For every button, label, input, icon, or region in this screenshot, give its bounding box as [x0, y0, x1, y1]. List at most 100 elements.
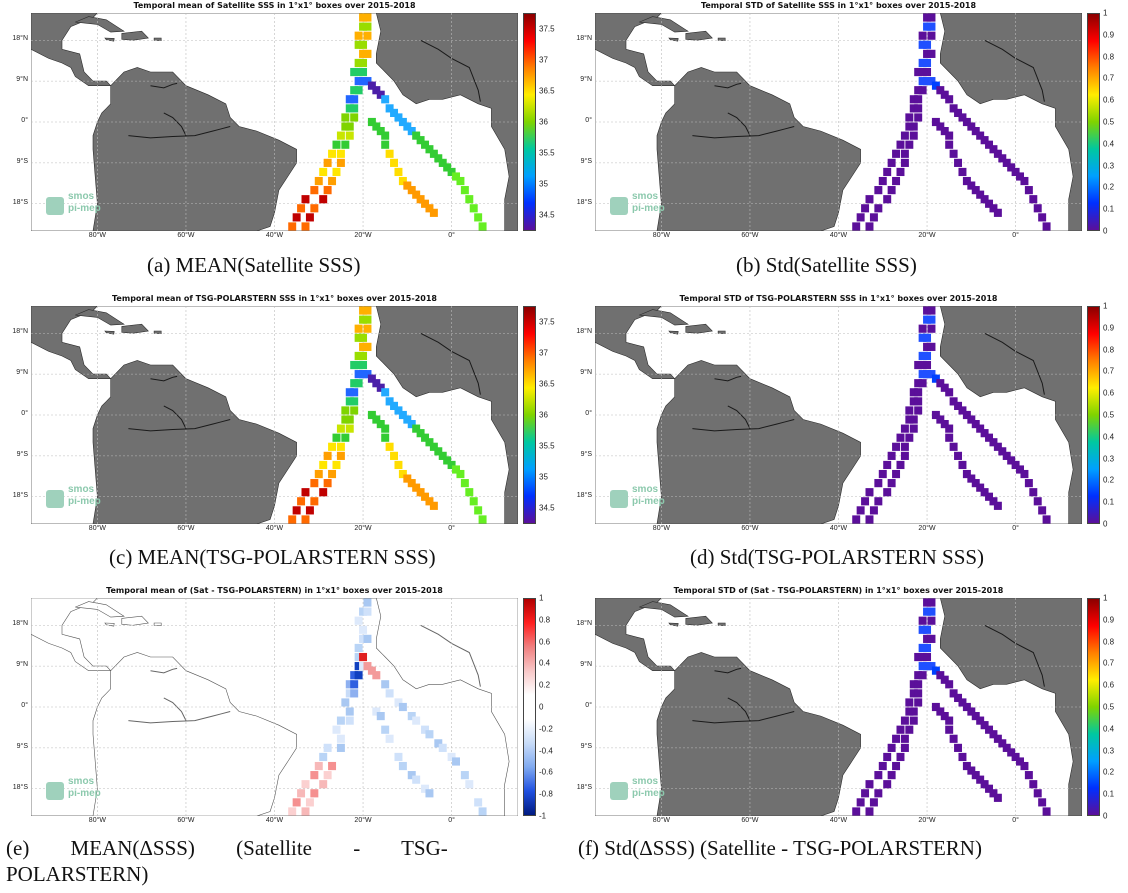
track-cell: [425, 730, 434, 739]
track-cell: [359, 370, 368, 379]
track-cell: [909, 415, 918, 424]
river: [984, 332, 1045, 395]
track-cell: [883, 167, 892, 177]
track-cell: [971, 771, 980, 780]
track-cell: [914, 67, 923, 77]
track-cell: [1038, 213, 1047, 222]
colorbar-tick-label: 0.2: [1103, 182, 1115, 192]
track-cell: [896, 752, 905, 762]
track-cell: [350, 104, 359, 113]
logo-text-bottom: pi-mep: [632, 203, 665, 214]
track-cell: [394, 698, 403, 707]
track-cell: [909, 397, 918, 406]
smos-pimep-logo: smos pi-mep: [610, 482, 680, 516]
track-cell: [927, 342, 936, 351]
track-cell: [323, 158, 332, 167]
map-canvas: [595, 13, 1082, 231]
panel-b: Temporal STD of Satellite SSS in 1°x1° b…: [564, 1, 1124, 248]
lon-label: 60°W: [177, 232, 195, 239]
colorbar-tick-label: 0.8: [1103, 52, 1115, 62]
track-cell: [301, 488, 310, 497]
colorbar: [523, 13, 536, 231]
river: [128, 419, 231, 432]
logo-text-top: smos: [68, 191, 95, 202]
track-cell: [918, 662, 927, 671]
track-cell: [909, 131, 918, 140]
track-cell: [927, 607, 936, 616]
track-cell: [918, 652, 927, 662]
river: [150, 82, 178, 89]
river: [163, 697, 187, 721]
track-cell: [892, 176, 901, 186]
landmass: [121, 323, 149, 334]
landmass: [375, 306, 518, 524]
track-cell: [1016, 757, 1025, 766]
colorbar-tick-label: 0.3: [1103, 454, 1115, 464]
track-cell: [452, 465, 461, 474]
track-cell: [905, 433, 914, 442]
track-cell: [958, 752, 967, 762]
panel-title: Temporal STD of TSG-POLARSTERN SSS in 1°…: [679, 294, 998, 303]
landmass: [121, 30, 149, 41]
track-cell: [350, 95, 359, 104]
track-cell: [354, 58, 363, 68]
track-cell: [905, 406, 914, 415]
track-cell: [345, 122, 354, 131]
track-cell: [354, 616, 363, 625]
track-cell: [900, 743, 909, 752]
track-cell: [323, 186, 332, 195]
track-cell: [985, 433, 994, 442]
colorbar: [1087, 598, 1100, 816]
colorbar-tick-label: 37.5: [539, 24, 555, 34]
track-cell: [927, 77, 936, 86]
landmass: [685, 323, 713, 334]
track-cell: [1033, 497, 1042, 506]
track-cell: [345, 716, 354, 725]
landmass: [685, 615, 713, 626]
track-cell: [883, 752, 892, 762]
track-cell: [1007, 163, 1016, 172]
track-cell: [923, 625, 932, 634]
track-cell: [931, 117, 940, 127]
track-cell: [985, 140, 994, 149]
track-cell: [954, 158, 963, 167]
lat-label: 18°N: [576, 620, 592, 628]
logo-text-top: smos: [632, 776, 659, 787]
track-cell: [971, 479, 980, 488]
landmass: [595, 598, 676, 671]
colorbar-tick-label: 36: [539, 117, 548, 127]
track-cell: [914, 698, 923, 707]
track-cell: [310, 204, 319, 213]
track-cell: [878, 176, 887, 186]
track-cell: [301, 807, 310, 816]
track-cell: [927, 22, 936, 31]
track-cell: [359, 342, 368, 351]
colorbar-tick-label: -1: [539, 811, 547, 821]
track-cell: [905, 707, 914, 716]
track-cell: [452, 757, 461, 766]
track-cell: [429, 442, 438, 451]
track-cell: [469, 497, 478, 506]
map-canvas: [595, 598, 1082, 816]
track-cell: [949, 442, 958, 451]
lat-label: 9°S: [16, 742, 28, 750]
track-cell: [301, 195, 310, 204]
track-cell: [940, 675, 949, 684]
track-cell: [962, 176, 971, 186]
track-cell: [381, 725, 390, 734]
track-cell: [416, 488, 425, 497]
track-cell: [923, 315, 932, 324]
colorbar-tick-label: -0.6: [539, 767, 553, 777]
lat-label: 0°: [585, 117, 592, 124]
track-cell: [336, 424, 345, 433]
lat-label: 18°N: [576, 328, 592, 336]
panel-title: Temporal STD of Satellite SSS in 1°x1° b…: [700, 1, 977, 10]
track-cell: [945, 131, 954, 140]
track-cell: [328, 761, 337, 771]
colorbar-tick-label: 0.3: [1103, 746, 1115, 756]
lon-label: 20°W: [918, 525, 936, 532]
colorbar-tick-label: 34.5: [539, 210, 555, 220]
track-cell: [1016, 172, 1025, 181]
track-cell: [292, 213, 301, 222]
track-cell: [918, 58, 927, 68]
